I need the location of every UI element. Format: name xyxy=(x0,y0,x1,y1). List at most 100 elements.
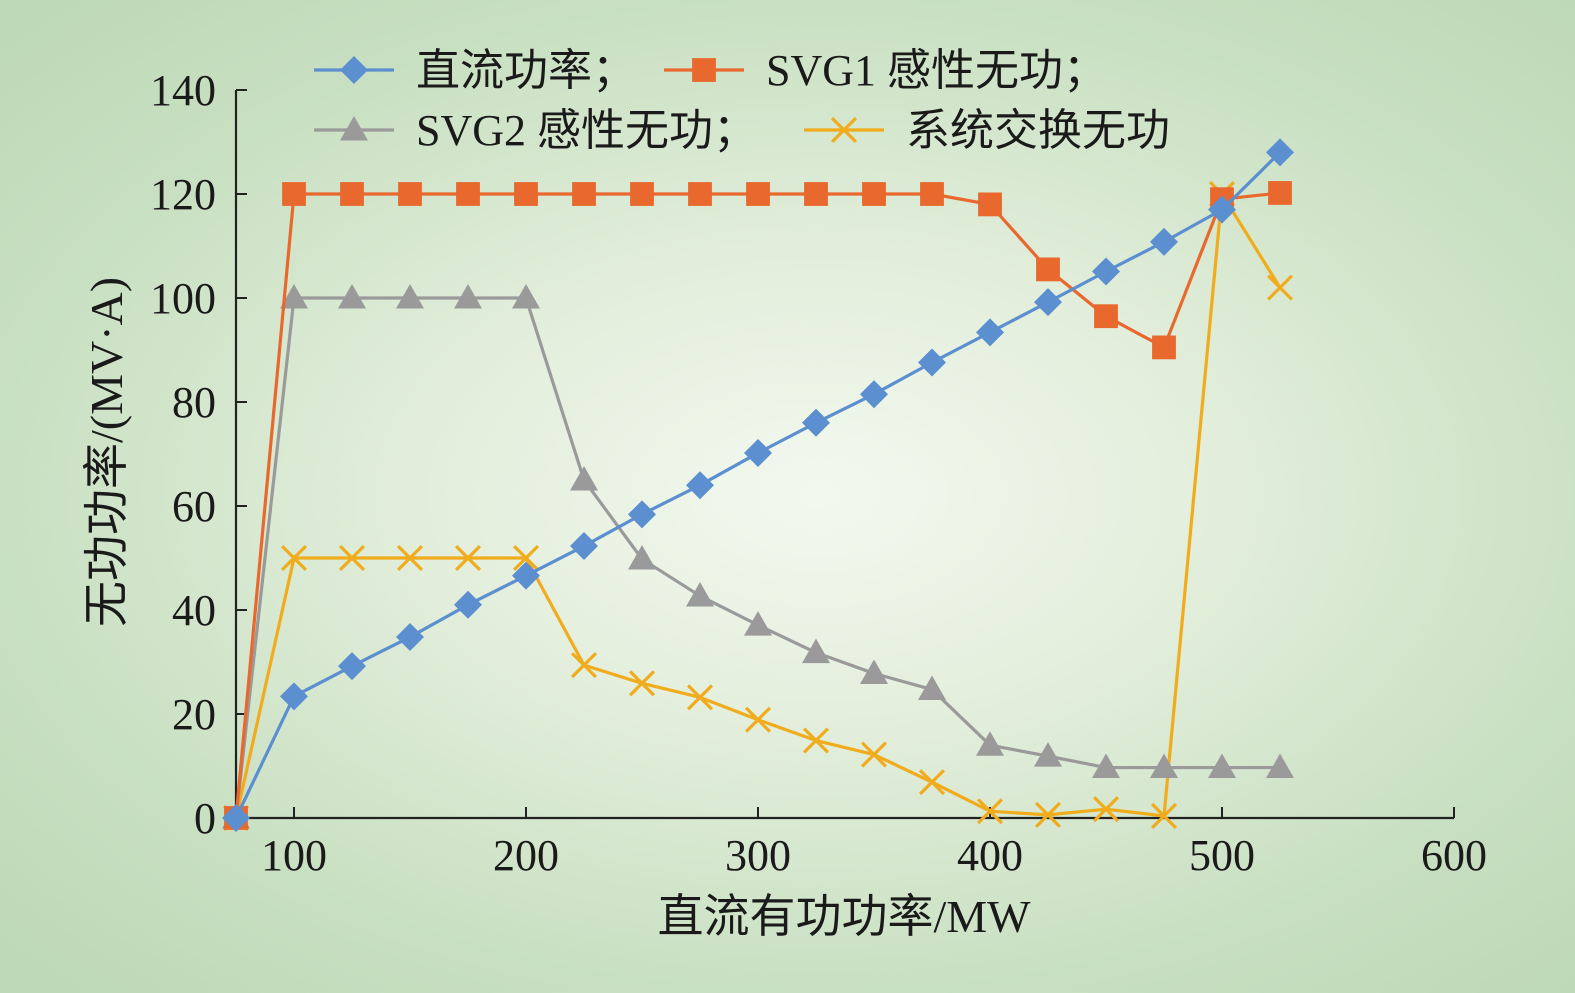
data-point xyxy=(280,682,308,711)
data-point xyxy=(1034,742,1062,767)
marker-stroke xyxy=(830,116,858,144)
x-tick-label: 600 xyxy=(1421,831,1487,880)
data-point xyxy=(396,623,424,652)
data-point xyxy=(918,769,946,796)
data-point xyxy=(686,684,714,711)
data-point xyxy=(686,581,714,607)
x-axis-title: 直流有功功率/MW xyxy=(657,891,1031,942)
data-point xyxy=(396,284,424,309)
legend-item-1: 直流功率； xyxy=(314,46,636,95)
marker-stroke xyxy=(918,769,946,796)
data-point xyxy=(396,544,424,572)
y-tick-label: 80 xyxy=(172,378,216,427)
marker-stroke xyxy=(860,741,888,768)
marker-stroke xyxy=(280,544,308,572)
data-point xyxy=(454,590,482,619)
data-point xyxy=(1208,195,1236,224)
marker-stroke xyxy=(744,706,772,733)
data-point xyxy=(1092,257,1120,286)
marker-stroke xyxy=(686,684,714,711)
x-tick-label: 400 xyxy=(957,831,1023,880)
y-axis-title: 无功功率/(MV·A) xyxy=(81,277,132,627)
data-point xyxy=(512,284,540,309)
data-point xyxy=(918,348,946,377)
data-point xyxy=(1150,802,1178,829)
series-1 xyxy=(222,138,1294,832)
data-point xyxy=(398,182,422,206)
data-point xyxy=(918,675,946,701)
data-point xyxy=(744,438,772,467)
data-point xyxy=(572,182,596,206)
data-point xyxy=(570,532,598,561)
data-point xyxy=(222,804,250,832)
legend-marker xyxy=(340,56,368,84)
x-tick-label: 200 xyxy=(493,831,559,880)
legend-item-2: SVG1 感性无功； xyxy=(664,46,1107,95)
legend-marker xyxy=(830,116,858,144)
legend-marker xyxy=(692,58,716,82)
data-point xyxy=(280,544,308,572)
y-tick-label: 0 xyxy=(194,794,216,843)
data-point xyxy=(688,182,712,206)
data-point xyxy=(802,638,830,664)
data-point xyxy=(628,545,656,570)
marker-stroke xyxy=(1150,802,1178,829)
series-3 xyxy=(222,284,1294,829)
y-tick-label: 100 xyxy=(150,274,216,323)
data-point xyxy=(802,408,830,437)
data-point xyxy=(340,182,364,206)
data-point xyxy=(976,798,1004,825)
data-point xyxy=(746,182,770,206)
y-tick-label: 20 xyxy=(172,690,216,739)
marker-stroke xyxy=(1034,801,1062,828)
series-2 xyxy=(224,181,1292,830)
data-point xyxy=(1150,753,1178,779)
legend-marker xyxy=(340,116,368,141)
data-point xyxy=(456,182,480,206)
marker-stroke xyxy=(1266,274,1294,301)
data-point xyxy=(1266,138,1294,167)
data-point xyxy=(1150,227,1178,256)
marker-stroke xyxy=(512,544,540,572)
data-point xyxy=(862,182,886,206)
data-point xyxy=(1094,304,1118,329)
marker-stroke xyxy=(802,727,830,754)
legend-item-4: 系统交换无功 xyxy=(804,106,1170,155)
data-point xyxy=(1036,257,1060,282)
data-point xyxy=(744,706,772,733)
marker-stroke xyxy=(570,652,598,679)
y-tick-label: 120 xyxy=(150,170,216,219)
y-tick-label: 60 xyxy=(172,482,216,531)
data-point xyxy=(570,652,598,679)
data-point xyxy=(860,380,888,409)
data-point xyxy=(976,731,1004,756)
series-4 xyxy=(222,180,1294,832)
data-point xyxy=(920,182,944,206)
data-point xyxy=(686,471,714,500)
series-line xyxy=(234,191,1281,819)
y-tick-label: 140 xyxy=(150,66,216,115)
axes-layer: 0 20 40 60 80 100 120 140 100 200 300 400 500 600 xyxy=(150,66,1487,880)
data-point xyxy=(512,544,540,572)
marker-stroke xyxy=(396,544,424,572)
data-point xyxy=(280,284,308,309)
data-point xyxy=(1266,753,1294,779)
data-point xyxy=(978,192,1002,217)
data-point xyxy=(1208,753,1236,779)
data-point xyxy=(802,727,830,754)
data-point xyxy=(338,544,366,572)
data-point xyxy=(512,561,540,590)
legend-label: 直流功率； xyxy=(416,46,636,95)
x-tick-label: 500 xyxy=(1189,831,1255,880)
legend-label: 系统交换无功 xyxy=(906,106,1170,155)
x-tick-label: 100 xyxy=(261,831,327,880)
data-point xyxy=(1268,181,1292,205)
data-point xyxy=(1266,274,1294,301)
marker-stroke xyxy=(454,544,482,572)
marker-stroke xyxy=(338,544,366,572)
data-point xyxy=(860,659,888,684)
data-point xyxy=(454,284,482,309)
y-tick-label: 40 xyxy=(172,586,216,635)
